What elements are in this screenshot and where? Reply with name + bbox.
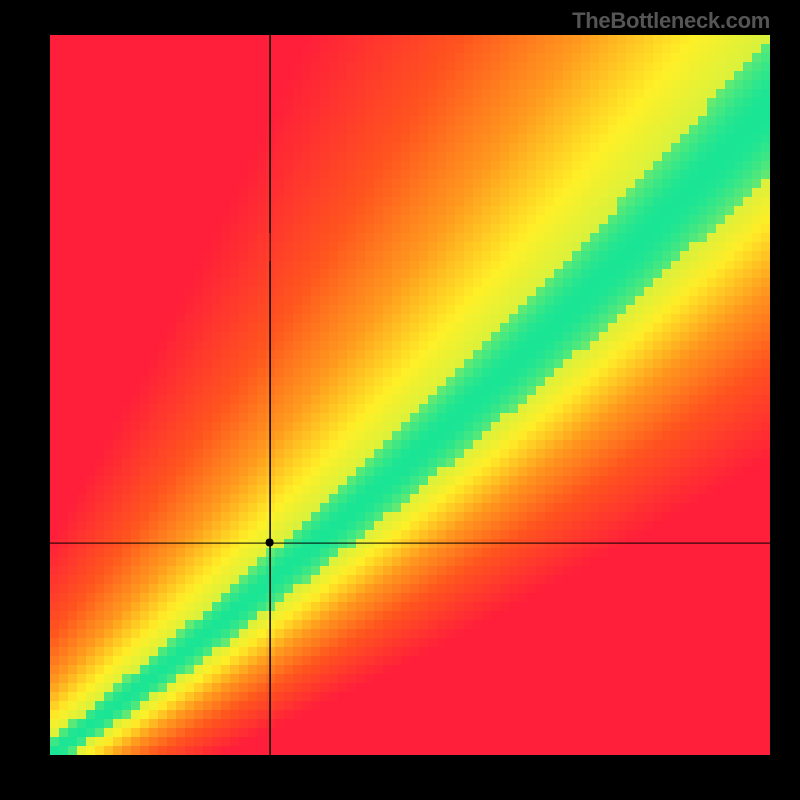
bottleneck-heatmap <box>50 35 770 755</box>
chart-container: TheBottleneck.com <box>0 0 800 800</box>
watermark-text: TheBottleneck.com <box>572 8 770 34</box>
